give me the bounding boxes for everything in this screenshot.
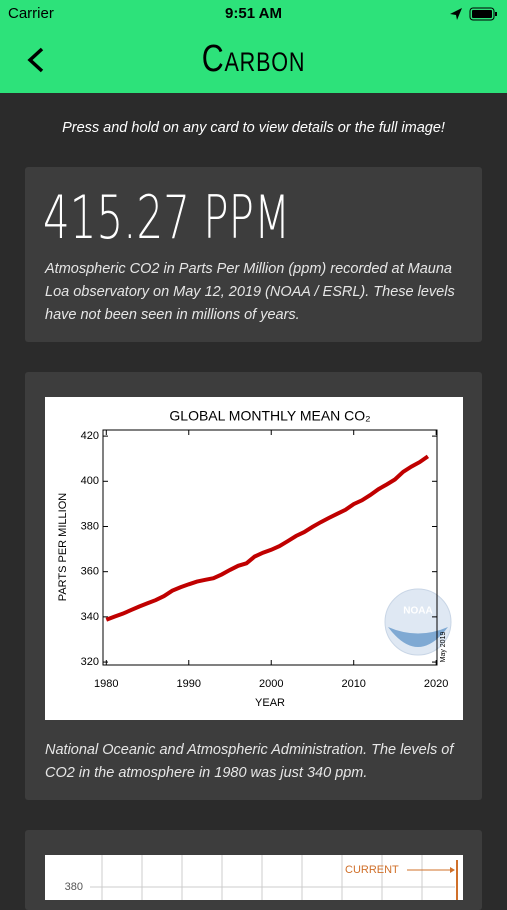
headline: 415.27 PPM — [43, 183, 291, 253]
y-axis-label: PARTS PER MILLION — [57, 493, 69, 601]
x-tick-label: 1980 — [94, 678, 118, 690]
logo — [388, 627, 448, 647]
chart-title: GLOBAL MONTHLY MEAN CO₂ — [169, 408, 370, 424]
description: Atmospheric CO2 in Parts Per Million (pp… — [45, 261, 455, 323]
x-tick-label: 2020 — [424, 678, 448, 690]
instructions: Press and hold on any card to view detai… — [62, 120, 445, 136]
co2-line — [105, 454, 430, 622]
x-tick-label: 2000 — [259, 678, 283, 690]
y-tick-label: 380 — [81, 520, 99, 532]
back-button[interactable] — [24, 46, 48, 74]
header-bar: Carrier 9:51 AM Carbon — [0, 0, 507, 93]
y-tick-label: 320 — [81, 656, 99, 668]
status-icons — [450, 7, 497, 21]
carrier: Carrier — [8, 5, 54, 22]
ppm-card[interactable]: 415.27 PPM Atmospheric CO2 in Parts Per … — [25, 167, 482, 342]
x-axis-label: YEAR — [255, 697, 285, 709]
logo-text: NOAA — [403, 606, 432, 617]
co2-chart: GLOBAL MONTHLY MEAN CO₂ YEAR PARTS PER MIL… — [45, 397, 463, 720]
arrow-head — [450, 867, 455, 873]
y-tick-label: 380 — [65, 881, 83, 893]
annotation: CURRENT — [345, 864, 399, 876]
y-tick-label: 400 — [81, 475, 99, 487]
caption: National Oceanic and Atmospheric Adminis… — [45, 742, 454, 781]
x-tick-label: 1990 — [177, 678, 201, 690]
y-tick-label: 360 — [81, 566, 99, 578]
x-tick-label: 2010 — [341, 678, 365, 690]
y-tick-label: 340 — [81, 611, 99, 623]
partial-chart: 380 CURRENT — [45, 855, 463, 900]
page-title: Carbon — [201, 38, 306, 80]
clock: 9:51 AM — [225, 5, 282, 22]
plot-frame — [102, 429, 438, 666]
date-note: May 2019 — [440, 632, 447, 663]
y-tick-label: 420 — [81, 430, 99, 442]
